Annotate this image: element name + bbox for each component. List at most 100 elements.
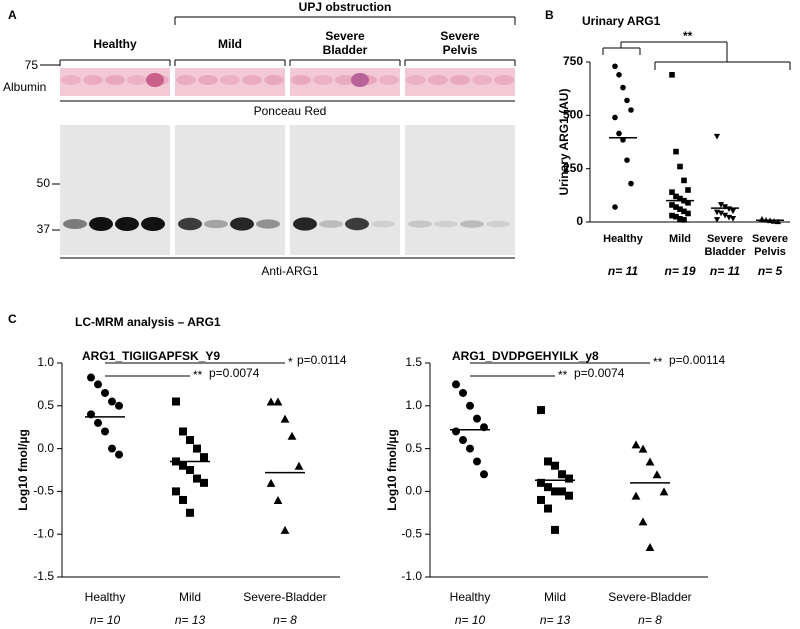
data-point — [713, 133, 721, 140]
data-point — [774, 218, 782, 225]
data-point — [537, 495, 545, 504]
data-point — [172, 397, 180, 406]
data-point — [87, 373, 95, 382]
blot-panel — [290, 125, 400, 255]
data-point — [544, 457, 552, 466]
ponceau-band — [472, 75, 492, 85]
data-point — [673, 204, 679, 210]
data-point — [94, 418, 102, 427]
data-point — [565, 491, 573, 500]
data-point — [466, 401, 474, 410]
y-tick-label: 0.0 — [37, 441, 54, 455]
group-label: Severe Pelvis — [440, 29, 480, 57]
data-point — [551, 461, 559, 470]
y-tick-label: 0.5 — [405, 441, 422, 455]
n-label: n= 13 — [174, 613, 206, 627]
data-point — [677, 195, 683, 202]
ponceau-band — [313, 75, 333, 85]
y-tick-label: 750 — [563, 54, 583, 68]
data-point — [669, 72, 675, 78]
data-point — [713, 217, 721, 223]
blot-band — [486, 220, 510, 228]
ponceau-band — [146, 73, 164, 87]
ponceau-band — [379, 75, 399, 85]
n-label: n= 11 — [607, 264, 639, 278]
ponceau-band — [83, 75, 103, 85]
blot-band — [63, 219, 87, 229]
ponceau-band — [127, 75, 147, 85]
blot-band — [178, 217, 202, 231]
data-point — [200, 478, 208, 487]
y-tick-label: 500 — [563, 108, 583, 122]
n-label: n= 8 — [638, 613, 662, 627]
data-point — [631, 491, 641, 500]
data-point — [673, 213, 679, 220]
data-point — [473, 457, 481, 466]
data-point — [685, 210, 691, 217]
data-point — [669, 212, 675, 219]
blot-band — [293, 217, 317, 231]
ponceau-band — [428, 75, 448, 85]
y-tick-label: 0 — [576, 214, 583, 228]
ponceau-band — [335, 75, 355, 85]
data-point — [280, 525, 290, 534]
ponceau-band — [220, 75, 240, 85]
blot-band — [115, 217, 139, 231]
data-point — [612, 114, 618, 121]
data-point — [624, 157, 630, 163]
chart-title: Urinary ARG1 — [582, 14, 661, 28]
data-point — [480, 470, 488, 479]
n-label: n= 10 — [89, 613, 121, 627]
data-point — [108, 444, 116, 453]
data-point — [681, 177, 687, 184]
data-point — [677, 206, 683, 212]
x-tick-label: Severe-Bladder — [243, 590, 327, 604]
data-point — [565, 474, 573, 483]
significance: ** — [558, 368, 568, 382]
y-axis-title: Log10 fmol/µg — [16, 429, 30, 511]
blot-band — [256, 219, 280, 229]
chart-title: ARG1_TIGIIGAPFSK_Y9 — [82, 349, 220, 363]
data-point — [638, 517, 648, 526]
n-label: n= 10 — [454, 613, 486, 627]
data-point — [108, 397, 116, 406]
group-label: Mild — [218, 37, 242, 51]
blot-band — [141, 217, 165, 231]
data-point — [677, 216, 683, 222]
p-value: p=0.00114 — [669, 353, 725, 367]
panel-label: C — [8, 312, 17, 326]
data-point — [638, 444, 648, 453]
data-point — [616, 72, 622, 78]
data-point — [551, 525, 559, 534]
data-point — [179, 461, 187, 470]
blot-band — [319, 220, 343, 228]
data-point — [669, 202, 675, 208]
data-point — [721, 212, 729, 219]
data-point — [280, 414, 290, 423]
blot-band — [230, 217, 254, 231]
data-point — [729, 208, 737, 215]
x-tick-label: Healthy — [449, 590, 491, 604]
data-point — [717, 210, 725, 217]
n-label: n= 8 — [273, 613, 297, 627]
blot-band — [345, 217, 369, 231]
ponceau-band — [291, 75, 311, 85]
blot-panel — [60, 125, 170, 255]
y-tick-label: -0.5 — [401, 526, 422, 540]
size-marker: 75 — [25, 58, 39, 72]
significance: ** — [653, 355, 663, 369]
data-point — [101, 388, 109, 397]
y-tick-label: -1.5 — [33, 569, 54, 583]
data-point — [558, 487, 566, 496]
data-point — [681, 217, 687, 223]
data-point — [452, 380, 460, 389]
data-point — [266, 478, 276, 487]
x-tick-label: Severe-Bladder — [608, 590, 692, 604]
significance: ** — [193, 368, 203, 382]
data-point — [558, 470, 566, 479]
ponceau-band — [264, 75, 284, 85]
x-tick-label: Mild — [178, 590, 201, 604]
x-tick-label: Healthy — [603, 233, 643, 245]
n-label: n= 13 — [539, 613, 571, 627]
ponceau-band — [176, 75, 196, 85]
